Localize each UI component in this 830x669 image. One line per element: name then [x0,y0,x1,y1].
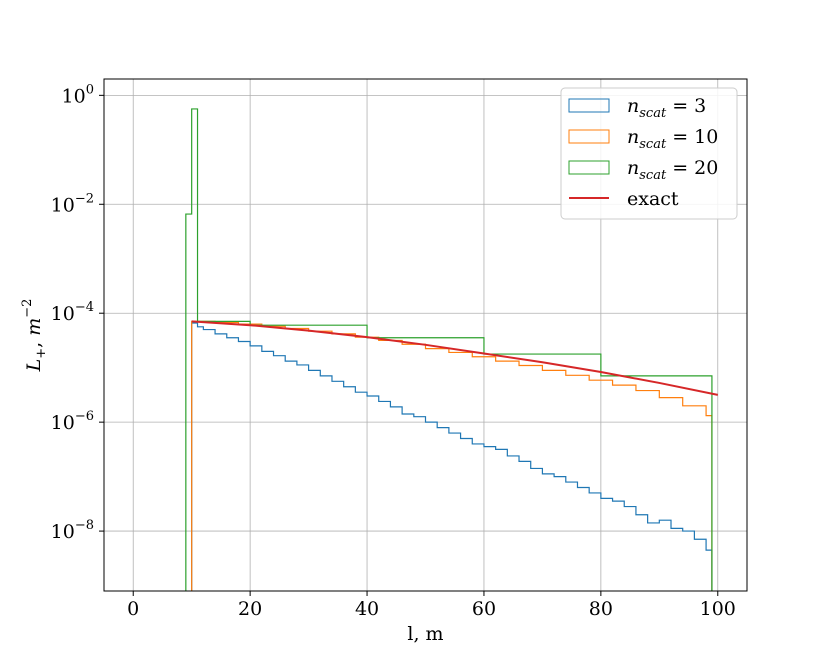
legend: nscat = 3 nscat = 10 nscat = 20 exact [560,87,738,220]
series-3-line [191,320,718,396]
y-tick-label: 10−6 [51,409,94,434]
y-tick-label: 10−8 [51,518,94,543]
tick-layer: 0 20 40 60 80 100 100 10−2 10−4 10−6 10−8 [51,82,736,620]
legend-label: nscat = 20 [627,157,718,183]
series-1-line [191,320,713,591]
x-axis-label: l, m [407,623,443,645]
x-tick-label: 40 [355,598,379,620]
series-0-line [191,322,713,591]
legend-label: exact [627,188,679,210]
legend-swatch [568,98,610,113]
series-layer [185,108,718,591]
x-tick-label: 80 [589,598,613,620]
legend-label: nscat = 3 [627,95,706,121]
series-2-line [185,108,713,591]
x-tick-label: 0 [127,598,139,620]
legend-label: nscat = 10 [627,126,718,152]
legend-swatch [568,129,610,144]
y-tick-label: 100 [62,82,94,107]
legend-swatch [568,160,610,175]
y-tick-label: 10−4 [51,300,94,325]
x-tick-label: 60 [472,598,496,620]
y-axis-label: L+, m−2 [20,299,49,373]
legend-box [560,87,738,220]
plot-frame [103,78,748,592]
x-tick-label: 20 [238,598,262,620]
x-tick-label: 100 [700,598,736,620]
y-tick-label: 10−2 [51,191,94,216]
